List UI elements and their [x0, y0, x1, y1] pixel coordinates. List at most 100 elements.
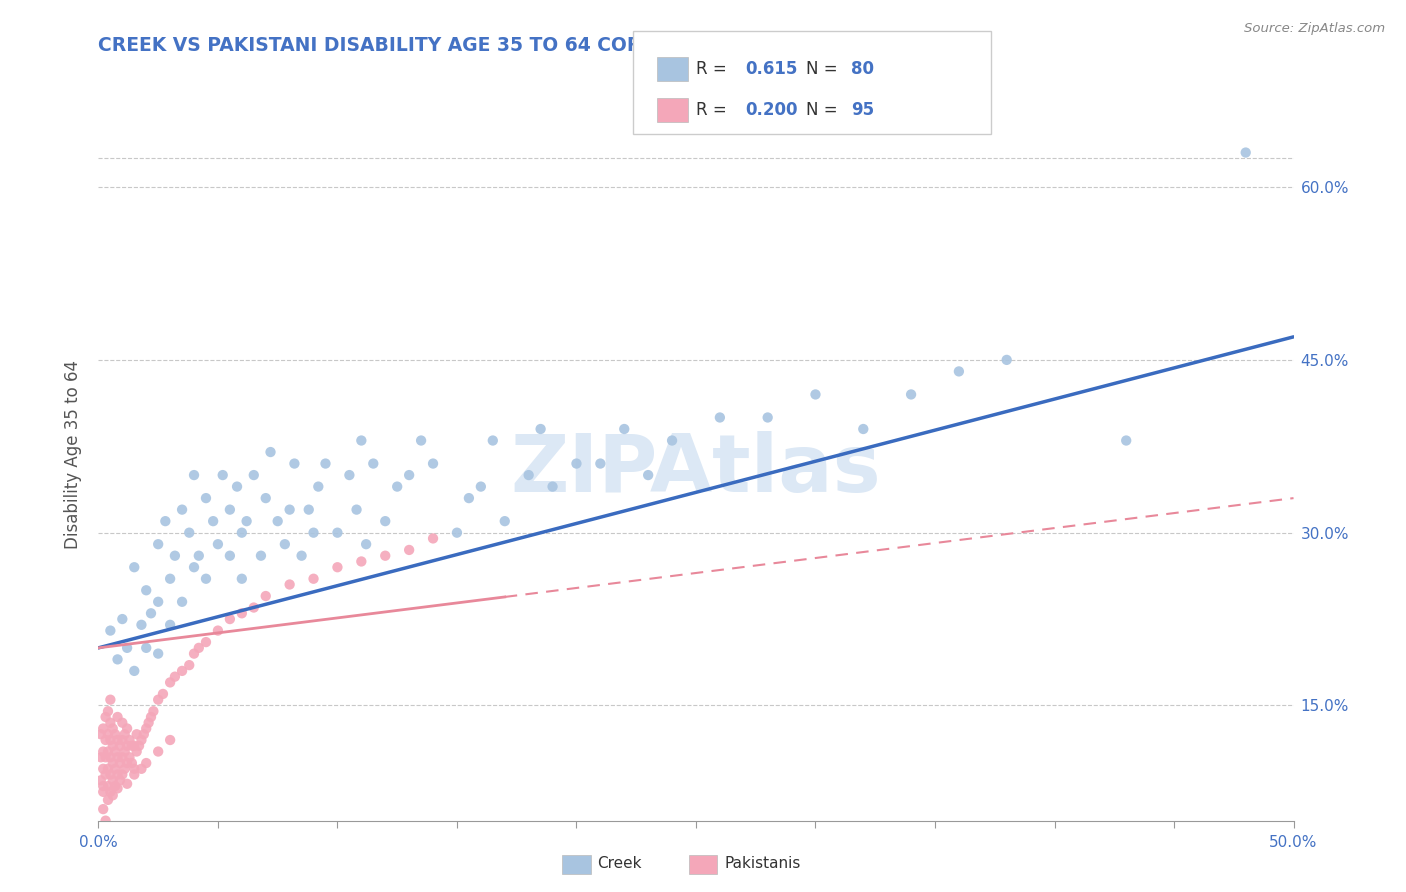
Point [114, 745, 136, 759]
Point [159, 675, 181, 690]
Point [274, 537, 297, 551]
Point [125, 745, 148, 759]
Point [108, 739, 131, 753]
Point [148, 647, 170, 661]
Point [207, 537, 229, 551]
Point [101, 773, 124, 788]
Point [118, 750, 141, 764]
Text: R =: R = [696, 101, 733, 119]
Point [114, 762, 136, 776]
Point [111, 715, 134, 730]
Point [104, 727, 127, 741]
Point [139, 710, 162, 724]
Point [115, 777, 138, 791]
Point [339, 468, 361, 483]
Point [852, 422, 875, 436]
Point [142, 704, 165, 718]
Point [115, 640, 138, 655]
Point [283, 457, 305, 471]
Text: CREEK VS PAKISTANI DISABILITY AGE 35 TO 64 CORRELATION CHART: CREEK VS PAKISTANI DISABILITY AGE 35 TO … [98, 36, 823, 54]
Point [243, 468, 266, 483]
Point [589, 457, 612, 471]
Point [148, 537, 170, 551]
Point [98, 750, 122, 764]
Point [187, 549, 209, 563]
Point [278, 502, 301, 516]
Point [948, 364, 970, 378]
Point [231, 572, 253, 586]
Point [195, 635, 218, 649]
Point [135, 756, 157, 770]
Point [350, 554, 373, 568]
Point [159, 733, 181, 747]
Point [107, 652, 129, 666]
Point [97, 762, 120, 776]
Point [107, 710, 129, 724]
Point [121, 756, 143, 770]
Point [91, 802, 114, 816]
Point [302, 525, 325, 540]
Text: 95: 95 [851, 101, 873, 119]
Text: 0.615: 0.615 [745, 60, 797, 78]
Text: N =: N = [806, 101, 842, 119]
Point [613, 422, 636, 436]
Text: Creek: Creek [598, 856, 643, 871]
Point [115, 739, 138, 753]
Point [101, 756, 124, 770]
Point [124, 739, 146, 753]
Point [98, 785, 122, 799]
Point [346, 502, 368, 516]
Point [98, 733, 122, 747]
Point [326, 560, 349, 574]
Point [235, 514, 257, 528]
Point [148, 692, 170, 706]
Point [661, 434, 683, 448]
Point [101, 739, 124, 753]
Point [207, 624, 229, 638]
Point [195, 572, 218, 586]
Point [219, 502, 242, 516]
Point [183, 560, 205, 574]
Point [267, 514, 290, 528]
Point [97, 793, 120, 807]
Point [900, 387, 922, 401]
Point [530, 422, 553, 436]
Point [94, 814, 117, 828]
Point [163, 670, 186, 684]
Point [254, 589, 277, 603]
Point [94, 710, 117, 724]
Point [422, 532, 444, 546]
Point [756, 410, 779, 425]
Point [1115, 434, 1137, 448]
Point [135, 640, 157, 655]
Point [131, 762, 153, 776]
Point [254, 491, 277, 505]
Point [302, 572, 325, 586]
Point [172, 595, 194, 609]
Point [148, 595, 170, 609]
Point [91, 762, 114, 776]
Point [183, 647, 205, 661]
Point [259, 445, 281, 459]
Point [350, 434, 373, 448]
Point [94, 733, 117, 747]
Point [111, 612, 134, 626]
Point [278, 577, 301, 591]
Point [307, 480, 329, 494]
Text: Source: ZipAtlas.com: Source: ZipAtlas.com [1244, 22, 1385, 36]
Point [132, 727, 155, 741]
Point [995, 352, 1018, 367]
Point [111, 767, 134, 781]
Point [231, 525, 253, 540]
Point [226, 480, 249, 494]
Point [179, 525, 201, 540]
Point [131, 733, 153, 747]
Point [125, 727, 148, 741]
Point [458, 491, 481, 505]
Text: ZIPAtlas: ZIPAtlas [510, 431, 882, 508]
Point [159, 572, 181, 586]
Point [139, 607, 162, 621]
Point [104, 745, 127, 759]
Point [107, 733, 129, 747]
Point [124, 560, 146, 574]
